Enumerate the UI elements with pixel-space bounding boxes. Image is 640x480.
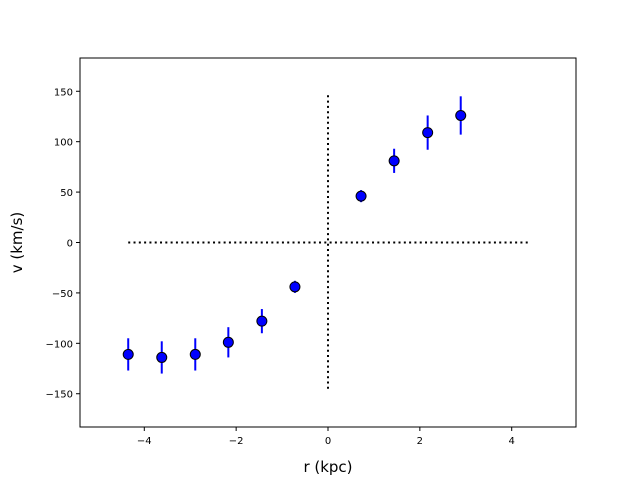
y-tick-label: 50 — [60, 188, 73, 199]
reference-lines — [128, 95, 528, 390]
y-tick-label: 0 — [67, 239, 73, 250]
x-tick-label: −4 — [137, 436, 152, 447]
data-points — [122, 109, 467, 363]
x-axis-label: r (kpc) — [303, 458, 352, 476]
x-axis-ticks: −4 −2 0 2 4 — [137, 427, 515, 447]
data-point — [355, 190, 367, 202]
y-tick-label: 100 — [54, 138, 73, 149]
y-axis-ticks: −150 −100 −50 0 50 100 150 — [46, 87, 80, 401]
x-tick-label: 0 — [325, 436, 331, 447]
data-point — [289, 281, 301, 293]
x-tick-label: 2 — [417, 436, 423, 447]
y-tick-label: −100 — [46, 339, 73, 350]
y-axis-label: v (km/s) — [8, 212, 26, 274]
data-point — [388, 155, 400, 167]
y-tick-label: −150 — [46, 390, 73, 401]
y-tick-label: 150 — [54, 87, 73, 98]
data-point — [122, 348, 134, 360]
data-point — [189, 348, 201, 360]
x-tick-label: −2 — [229, 436, 244, 447]
data-point — [256, 315, 268, 327]
data-point — [455, 109, 467, 121]
data-point — [422, 127, 434, 139]
y-tick-label: −50 — [52, 289, 73, 300]
x-tick-label: 4 — [509, 436, 515, 447]
data-point — [222, 336, 234, 348]
data-point — [156, 351, 168, 363]
